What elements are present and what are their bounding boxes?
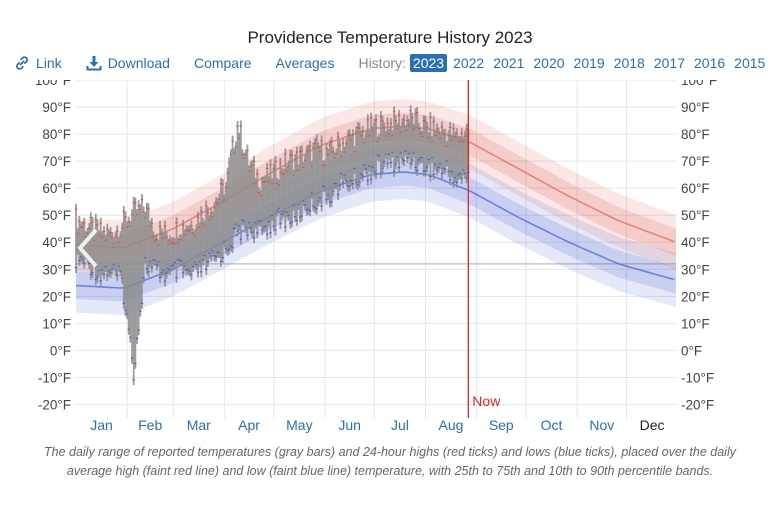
- y-tick-label-left: 100°F: [35, 80, 71, 88]
- month-label-oct[interactable]: Oct: [541, 417, 563, 433]
- x-axis-months: Jan Feb Mar Apr May Jun Jul Aug Sep Oct Nov Dec: [90, 417, 664, 433]
- y-tick-label-right: 70°F: [681, 154, 710, 169]
- month-label-jul[interactable]: Jul: [391, 417, 409, 433]
- download-button[interactable]: Download: [86, 55, 170, 71]
- y-tick-label-right: 30°F: [681, 262, 710, 277]
- y-tick-label-left: -10°F: [38, 370, 71, 385]
- y-tick-label-left: -20°F: [38, 397, 71, 412]
- month-label-jan[interactable]: Jan: [90, 417, 113, 433]
- y-tick-label-left: 30°F: [42, 262, 71, 277]
- year-2017-tab[interactable]: 2017: [653, 55, 685, 71]
- month-label-apr[interactable]: Apr: [238, 417, 260, 433]
- year-2021-tab[interactable]: 2021: [493, 55, 525, 71]
- y-tick-label-right: 0°F: [681, 343, 702, 358]
- year-2016-tab[interactable]: 2016: [694, 55, 726, 71]
- now-label: Now: [472, 393, 501, 409]
- y-tick-label-left: 80°F: [42, 127, 71, 142]
- link-label: Link: [36, 55, 62, 71]
- y-axis-left: 100°F 90°F 80°F 70°F 60°F 50°F 40°F 30°F 20°F 10°…: [35, 80, 71, 412]
- y-tick-label-left: 0°F: [50, 343, 71, 358]
- chart-caption: The daily range of reported temperatures…: [43, 445, 736, 478]
- daily-range-bars: [74, 105, 470, 386]
- y-tick-label-left: 40°F: [42, 235, 71, 250]
- y-tick-label-right: 40°F: [681, 235, 710, 250]
- temperature-chart: Now 100°F 90°F 80°F 70°F 60°F 50°F 40°F 30°F 20°…: [35, 80, 717, 433]
- month-label-dec: Dec: [640, 417, 665, 433]
- y-axis-right: 100°F 90°F 80°F 70°F 60°F 50°F 40°F 30°F 20°F 10°…: [681, 80, 717, 412]
- month-label-feb[interactable]: Feb: [138, 417, 162, 433]
- y-tick-label-left: 10°F: [42, 316, 71, 331]
- y-tick-label-right: 10°F: [681, 316, 710, 331]
- y-tick-label-right: 50°F: [681, 208, 710, 223]
- y-tick-label-right: 80°F: [681, 127, 710, 142]
- averages-button[interactable]: Averages: [275, 55, 335, 71]
- y-tick-label-right: -10°F: [681, 370, 714, 385]
- now-marker: Now: [467, 80, 501, 418]
- y-tick-label-left: 20°F: [42, 289, 71, 304]
- toolbar: Link Download Compare Averages History: …: [14, 52, 771, 74]
- link-button[interactable]: Link: [14, 55, 62, 71]
- month-label-nov[interactable]: Nov: [589, 417, 614, 433]
- y-tick-label-right: 60°F: [681, 181, 710, 196]
- y-tick-label-right: -20°F: [681, 397, 714, 412]
- year-2023-tab[interactable]: 2023: [409, 54, 448, 72]
- y-tick-label-left: 60°F: [42, 181, 71, 196]
- y-tick-label-left: 70°F: [42, 154, 71, 169]
- chevron-left-icon[interactable]: [77, 228, 98, 268]
- year-2020-tab[interactable]: 2020: [533, 55, 565, 71]
- y-tick-label-right: 100°F: [681, 80, 717, 88]
- download-icon: [86, 56, 102, 71]
- page-title: Providence Temperature History 2023: [247, 28, 533, 47]
- year-2015-tab[interactable]: 2015: [734, 55, 766, 71]
- month-label-mar[interactable]: Mar: [187, 417, 211, 433]
- y-tick-label-right: 20°F: [681, 289, 710, 304]
- prev-year-arrow[interactable]: [77, 228, 98, 268]
- month-label-jun[interactable]: Jun: [338, 417, 361, 433]
- y-tick-label-left: 90°F: [42, 100, 71, 115]
- month-label-may[interactable]: May: [286, 417, 312, 433]
- year-2018-tab[interactable]: 2018: [613, 55, 645, 71]
- link-icon: [16, 56, 28, 70]
- y-tick-label-left: 50°F: [42, 208, 71, 223]
- year-2019-tab[interactable]: 2019: [573, 55, 605, 71]
- year-2022-tab[interactable]: 2022: [453, 55, 485, 71]
- month-label-sep[interactable]: Sep: [489, 417, 514, 433]
- download-label: Download: [107, 55, 170, 71]
- history-label: History:: [358, 55, 406, 71]
- y-tick-label-right: 90°F: [681, 100, 710, 115]
- month-label-aug[interactable]: Aug: [439, 417, 464, 433]
- compare-button[interactable]: Compare: [193, 55, 252, 71]
